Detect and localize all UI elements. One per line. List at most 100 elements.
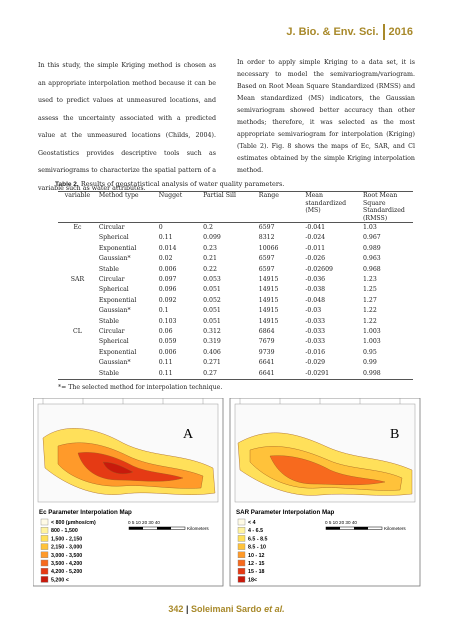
- table-row: Gaussian* 0.1 0.051 14915 -0.03 1.22: [58, 306, 413, 316]
- legend-label: 800 - 1,500: [51, 528, 78, 534]
- table-cell: 0.319: [203, 338, 221, 346]
- column-header: variable: [58, 191, 97, 223]
- table-row: Gaussian* 0.11 0.271 6641 -0.029 0.99: [58, 358, 413, 368]
- table-cell: -0.041: [305, 224, 326, 231]
- variable-cell: [58, 306, 97, 316]
- variable-cell: [58, 337, 97, 347]
- table-cell: 6597: [258, 224, 275, 231]
- table-cell: 0.053: [203, 276, 221, 284]
- table-cell: Circular: [98, 276, 125, 284]
- table-cell: -0.038: [305, 286, 326, 294]
- legend-swatch: [237, 518, 246, 526]
- map-region: [102, 461, 134, 475]
- legend-label: < 4: [248, 520, 256, 526]
- table-cell: Exponential: [98, 348, 137, 356]
- page-number: 342: [168, 604, 184, 614]
- table-cell: Stable: [96, 368, 157, 381]
- map: B SAR Parameter Interpolation Map < 4 4 - 6…: [229, 398, 421, 587]
- table-cell: Circular: [98, 224, 125, 231]
- legend-label: 12 - 15: [248, 561, 265, 567]
- table-cell: 0: [158, 224, 163, 231]
- table-cell: 0.051: [203, 307, 221, 315]
- table-cell: 0.06: [158, 328, 173, 336]
- table-cell: Gaussian*: [98, 255, 131, 263]
- table-row: Stable 0.103 0.051 14915 -0.033 1.22: [58, 317, 413, 327]
- variable-cell: [58, 368, 97, 381]
- table-cell: 0.2: [203, 224, 213, 231]
- variable-cell: [58, 348, 97, 358]
- table-row: Spherical 0.096 0.051 14915 -0.038 1.25: [58, 285, 413, 295]
- paragraph: In this study, the simple Kriging method…: [38, 62, 216, 192]
- legend-label: 3,000 - 3,500: [51, 553, 82, 559]
- table-row: Spherical 0.059 0.319 7679 -0.033 1.003: [58, 337, 413, 347]
- table-cell: Spherical: [98, 286, 129, 294]
- legend-swatch: [40, 567, 49, 575]
- legend-swatch: [237, 576, 246, 583]
- table-cell: 0.23: [203, 244, 217, 252]
- table-cell: 0.312: [203, 328, 221, 336]
- table-cell: 0.11: [158, 359, 173, 367]
- table-cell: 0.989: [363, 244, 381, 252]
- table-cell: -0.02609: [305, 265, 333, 273]
- page-footer: 342 | Soleimani Sardo et al.: [168, 604, 285, 614]
- legend-label: 18<: [248, 577, 257, 583]
- map-title: Ec Parameter Interpolation Map: [39, 509, 132, 516]
- journal-year: 2016: [388, 25, 413, 38]
- legend-swatch: [40, 576, 49, 583]
- table-cell: 0.1: [158, 307, 169, 315]
- table-row: Stable 0.11 0.27 6641 -0.0291 0.998: [58, 368, 413, 381]
- table-cell: 6597: [258, 265, 275, 273]
- table-cell: 1.03: [363, 224, 377, 231]
- legend-label: 8.5 - 10: [248, 545, 266, 551]
- legend-label: < 800 (µmhos/cm): [51, 520, 96, 526]
- table-cell: 0.998: [361, 368, 413, 381]
- journal-name: J. Bio. & Env. Sci.: [286, 25, 379, 38]
- table-cell: -0.024: [305, 234, 326, 242]
- legend-label: 6.5 - 8.5: [248, 536, 267, 542]
- variable-cell: [58, 265, 97, 275]
- table-cell: 0.963: [363, 255, 381, 263]
- table-cell: -0.016: [305, 348, 326, 356]
- variable-cell: Ec: [58, 223, 97, 234]
- table-cell: 9739: [258, 348, 275, 356]
- legend-swatch: [40, 526, 49, 534]
- table-row: Spherical 0.11 0.099 8312 -0.024 0.967: [58, 233, 413, 243]
- scale-bar-fill: [157, 527, 171, 530]
- scale-bar-fill: [326, 527, 340, 530]
- table-cell: 0.27: [201, 368, 257, 381]
- scale-unit: Kilometers: [384, 526, 406, 531]
- table-cell: 14915: [258, 307, 279, 315]
- table-cell: Circular: [98, 328, 125, 336]
- table-cell: -0.033: [305, 317, 326, 325]
- table-cell: 0.11: [158, 234, 173, 242]
- table-cell: 0.006: [158, 265, 177, 273]
- table-cell: 0.097: [158, 276, 177, 284]
- table-cell: 0.014: [158, 244, 177, 252]
- table-label: Table 2.: [55, 181, 79, 188]
- table-cell: 1.23: [363, 276, 377, 284]
- table-row: SAR Circular 0.097 0.053 14915 -0.036 1.23: [58, 275, 413, 285]
- table-footnote: *= The selected method for interpolation…: [58, 384, 223, 391]
- legend-swatch: [40, 551, 49, 559]
- table-cell: Spherical: [98, 234, 129, 242]
- table-cell: -0.029: [305, 359, 326, 367]
- legend-swatch: [237, 526, 246, 534]
- legend-swatch: [40, 543, 49, 550]
- variable-cell: [58, 254, 97, 264]
- table-cell: 0.271: [203, 359, 221, 367]
- table-cell: 0.95: [363, 348, 377, 356]
- scale-labels: 0 5 10 20 30 40: [128, 520, 160, 525]
- table-cell: 0.096: [158, 286, 177, 294]
- table-cell: -0.048: [305, 296, 326, 304]
- table-cell: 0.99: [363, 359, 377, 367]
- table-cell: 0.051: [203, 286, 221, 294]
- variable: SAR: [70, 276, 85, 284]
- table-cell: -0.033: [305, 338, 326, 346]
- legend-label: 3,500 - 4,200: [51, 561, 82, 567]
- scale-unit: Kilometers: [187, 526, 209, 531]
- table-cell: 1.22: [363, 307, 377, 315]
- table-cell: 0.968: [363, 265, 381, 273]
- column-header: Method type: [96, 191, 157, 223]
- variable-cell: [58, 358, 97, 368]
- map-letter: B: [390, 427, 399, 442]
